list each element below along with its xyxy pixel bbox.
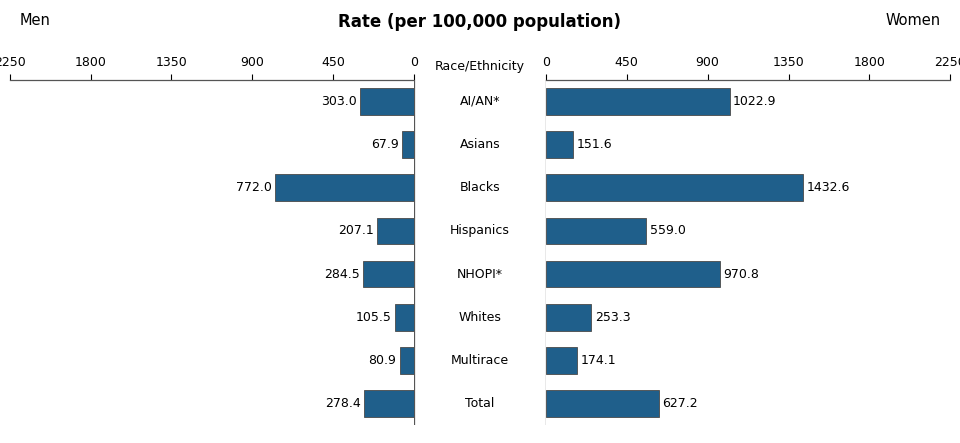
- Text: 105.5: 105.5: [356, 311, 392, 324]
- Text: 970.8: 970.8: [724, 268, 759, 280]
- Text: 772.0: 772.0: [236, 181, 272, 194]
- Text: Blacks: Blacks: [460, 181, 500, 194]
- Text: 278.4: 278.4: [325, 397, 361, 410]
- Bar: [276, 175, 414, 201]
- Bar: [399, 347, 414, 374]
- Text: 627.2: 627.2: [661, 397, 698, 410]
- Bar: [377, 218, 414, 244]
- Text: Total: Total: [466, 397, 494, 410]
- Text: 284.5: 284.5: [324, 268, 360, 280]
- Bar: [364, 390, 414, 417]
- Text: 559.0: 559.0: [650, 225, 685, 237]
- Text: 253.3: 253.3: [594, 311, 631, 324]
- Text: 67.9: 67.9: [371, 138, 398, 151]
- Bar: [546, 261, 720, 288]
- Text: Hispanics: Hispanics: [450, 225, 510, 237]
- Text: 80.9: 80.9: [369, 354, 396, 367]
- Bar: [546, 347, 577, 374]
- Text: AI/AN*: AI/AN*: [460, 95, 500, 108]
- Text: 1022.9: 1022.9: [733, 95, 777, 108]
- Text: 303.0: 303.0: [321, 95, 356, 108]
- Bar: [363, 261, 414, 288]
- Text: Rate (per 100,000 population): Rate (per 100,000 population): [339, 13, 621, 31]
- Bar: [402, 131, 414, 158]
- Bar: [546, 218, 646, 244]
- Bar: [546, 131, 573, 158]
- Bar: [360, 88, 414, 115]
- Text: NHOPI*: NHOPI*: [457, 268, 503, 280]
- Bar: [546, 88, 730, 115]
- Text: 174.1: 174.1: [581, 354, 616, 367]
- Bar: [546, 304, 591, 330]
- Text: 1432.6: 1432.6: [806, 181, 850, 194]
- Text: Women: Women: [886, 13, 941, 28]
- Bar: [546, 390, 659, 417]
- Text: 151.6: 151.6: [576, 138, 612, 151]
- Text: Race/Ethnicity: Race/Ethnicity: [435, 60, 525, 73]
- Text: Asians: Asians: [460, 138, 500, 151]
- Text: Men: Men: [19, 13, 50, 28]
- Bar: [396, 304, 414, 330]
- Text: Multirace: Multirace: [451, 354, 509, 367]
- Text: 207.1: 207.1: [338, 225, 373, 237]
- Text: Whites: Whites: [459, 311, 501, 324]
- Bar: [546, 175, 804, 201]
